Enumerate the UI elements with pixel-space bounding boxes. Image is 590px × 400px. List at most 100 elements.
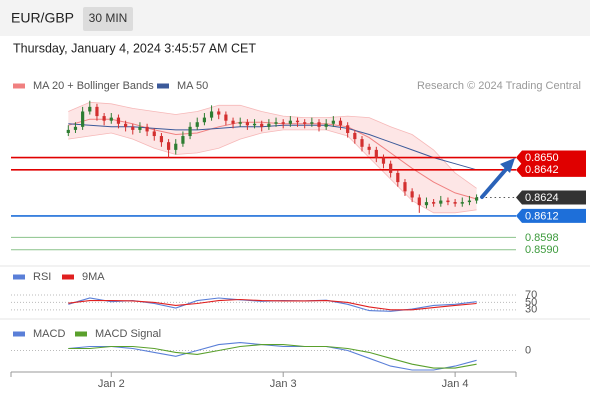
band-upper [68, 101, 477, 189]
candle-body [81, 111, 85, 127]
candle-body [195, 122, 199, 127]
forecast-arrowhead [500, 158, 515, 173]
candle-body [310, 122, 314, 124]
legend-swatch [62, 274, 74, 280]
candle-body [396, 172, 400, 183]
candle-body [460, 202, 464, 204]
candle-body [231, 120, 235, 124]
candle-body [417, 197, 421, 206]
level-label: 0.8650 [525, 152, 559, 164]
candle-body [152, 131, 156, 137]
candle-body [131, 126, 135, 130]
candle-body [274, 122, 278, 124]
level-tag [516, 162, 586, 177]
level-tag [516, 150, 586, 165]
candle-body [188, 126, 192, 137]
candle-body [238, 122, 242, 124]
candle-body [453, 202, 457, 204]
candle-body [353, 132, 357, 140]
level-label: 0.8624 [525, 192, 559, 204]
candle-body [331, 120, 335, 124]
legend-label: MACD Signal [95, 328, 161, 340]
candle-body [95, 106, 99, 117]
legend-label: MACD [33, 328, 65, 340]
candle-body [88, 106, 92, 112]
forecast-arrow [480, 165, 510, 199]
legend-swatch [13, 331, 25, 337]
candle-body [209, 111, 214, 118]
indicator-line [68, 298, 477, 311]
ma-line [68, 118, 477, 200]
level-label: 0.8590 [525, 244, 559, 256]
candle-body [260, 123, 264, 127]
candle-body [467, 200, 472, 203]
level-tag [516, 190, 586, 205]
candle-body [360, 139, 364, 147]
timeframe-badge [83, 7, 133, 31]
timeframe: 30 MIN [89, 11, 128, 25]
level-label: 0.8642 [525, 164, 559, 176]
candle-body [145, 126, 149, 132]
indicator-line [68, 342, 477, 371]
candle-body [403, 182, 407, 192]
candle-body [346, 125, 350, 133]
candle-body [439, 200, 443, 204]
legend-swatch [13, 274, 25, 280]
legend-label: RSI [33, 271, 51, 283]
candle-body [432, 202, 436, 204]
level-tag [516, 208, 586, 223]
candle-body [281, 122, 285, 124]
candle-body [267, 123, 271, 127]
y-tick-label: 0 [525, 344, 531, 356]
candle-body [475, 197, 479, 201]
level-label: 0.8598 [525, 232, 559, 244]
y-tick-label: 50 [525, 296, 537, 308]
x-tick-label: Jan 2 [98, 378, 125, 390]
candle-body [102, 116, 106, 121]
candle-body [367, 146, 371, 150]
legend-label: 9MA [82, 271, 105, 283]
timestamp: Thursday, January 4, 2024 3:45:57 AM CET [13, 41, 256, 55]
candle-body [166, 142, 171, 150]
candle-body [303, 122, 307, 124]
x-tick-label: Jan 4 [442, 378, 469, 390]
credit: Research © 2024 Trading Central [417, 80, 581, 92]
candle-body [295, 120, 300, 123]
legend-swatch [75, 331, 87, 337]
candle-body [410, 191, 414, 198]
candle-body [424, 202, 429, 206]
x-tick-label: Jan 3 [270, 378, 297, 390]
candle-body [324, 123, 328, 127]
legend-label: MA 20 + Bollinger Bands [33, 80, 154, 92]
legend-label: MA 50 [177, 80, 208, 92]
candle-body [73, 126, 78, 130]
legend-swatch [157, 83, 169, 89]
candle-body [317, 122, 321, 127]
candle-body [288, 120, 292, 124]
candle-body [374, 149, 378, 158]
y-tick-label: 70 [525, 289, 537, 301]
y-tick-label: 30 [525, 304, 537, 316]
candle-body [138, 126, 142, 130]
candle-body [217, 111, 221, 115]
candle-body [109, 117, 113, 121]
band-lower [68, 129, 477, 214]
indicator-line [68, 344, 477, 369]
candle-body [181, 136, 185, 144]
ma-line [68, 123, 477, 171]
candle-body [381, 157, 386, 164]
candle-body [224, 114, 228, 121]
symbol: EUR/GBP [11, 10, 74, 26]
candle-body [202, 117, 207, 123]
candle-body [389, 163, 393, 173]
candle-body [116, 117, 121, 124]
candle-body [245, 122, 249, 126]
level-label: 0.8612 [525, 210, 559, 222]
candle-body [252, 123, 257, 126]
candle-body [174, 143, 178, 150]
candle-body [66, 129, 70, 133]
candle-body [338, 120, 343, 126]
legend-swatch [13, 83, 25, 89]
